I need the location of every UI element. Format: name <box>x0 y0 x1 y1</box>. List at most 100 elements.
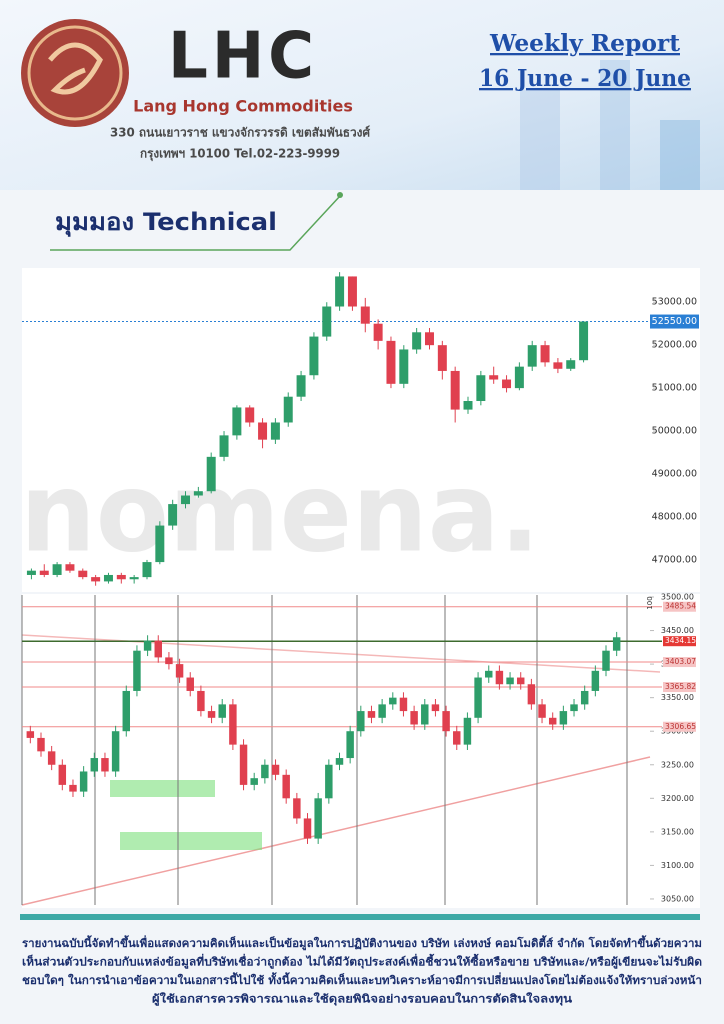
candle-body <box>250 778 258 785</box>
level-label: 3403.07 <box>665 657 696 666</box>
section-title: มุมมอง Technical <box>55 208 277 238</box>
candle-body <box>412 332 422 350</box>
chart-panel <box>22 594 700 908</box>
candle-body <box>101 758 109 772</box>
disclaimer: รายงานฉบับนี้จัดทำขึ้นเพื่อแสดงความคิดเห… <box>22 935 702 1007</box>
candle-body <box>26 731 35 738</box>
candle-body <box>142 562 152 578</box>
y-tick-label: 48000.00 <box>652 511 697 522</box>
report-title: Weekly Report <box>489 30 680 57</box>
candle-body <box>270 422 280 440</box>
candle-body <box>129 577 139 580</box>
candle-body <box>91 577 101 582</box>
level-label: 3306.65 <box>665 722 696 731</box>
level-label: 3434.15 <box>665 636 696 645</box>
level-tag <box>663 682 696 693</box>
candle-body <box>26 570 36 575</box>
y-tick-label: 3250.00 <box>661 760 694 769</box>
candle-body <box>540 345 550 363</box>
candle-body <box>570 704 578 712</box>
candle-body <box>232 407 242 436</box>
logo-dragon <box>48 42 103 95</box>
candle-body <box>474 677 482 718</box>
candle-body <box>476 375 486 402</box>
title-swoosh <box>50 195 341 251</box>
candle-body <box>389 697 397 705</box>
y-tick-label: 47000.00 <box>652 554 697 565</box>
candle-body <box>314 798 322 839</box>
candle-body <box>186 677 194 691</box>
y-tick-label: 3450.00 <box>661 626 694 635</box>
candle-body <box>485 670 493 678</box>
candle-body <box>367 711 376 718</box>
candle-body <box>122 690 131 732</box>
zone <box>120 832 262 850</box>
level-label: 3485.54 <box>665 602 696 611</box>
candle-body <box>378 704 386 718</box>
candle-body <box>111 731 120 772</box>
candle-body <box>437 345 447 371</box>
candle-body <box>506 677 514 685</box>
candle-body <box>357 711 365 732</box>
logo-ring <box>27 25 123 121</box>
candle-body <box>360 306 370 324</box>
disclaimer-line: รายงานฉบับนี้จัดทำขึ้นเพื่อแสดงความคิดเห… <box>22 935 702 951</box>
candle-body <box>116 574 126 580</box>
candle-body <box>79 771 88 792</box>
scale-label: 100 <box>646 596 654 609</box>
candle-body <box>527 684 536 705</box>
candle-body <box>322 306 332 337</box>
y-tick-label: 3150.00 <box>661 827 694 836</box>
candle-body <box>566 360 576 369</box>
candle-body <box>282 774 290 799</box>
y-tick-label: 3350.00 <box>661 693 694 702</box>
candle-body <box>58 764 67 785</box>
candle-body <box>495 670 504 685</box>
candle-body <box>591 670 600 691</box>
candle-body <box>143 640 152 651</box>
candle-body <box>103 574 113 582</box>
candle-body <box>347 276 357 307</box>
candle-body <box>450 370 460 410</box>
candle-body <box>538 704 546 718</box>
y-tick-label: 50000.00 <box>652 426 697 437</box>
candle-body <box>219 435 229 457</box>
candle-body <box>261 764 269 779</box>
candle-body <box>133 650 141 691</box>
candle-body <box>283 396 293 423</box>
candle-body <box>463 717 472 745</box>
level-tag <box>663 601 696 612</box>
candle-body <box>168 504 178 526</box>
watermark: nomena. <box>20 448 540 576</box>
candle-body <box>548 717 557 725</box>
zone <box>110 780 215 797</box>
logo-text: LHC <box>168 20 318 94</box>
candle-body <box>527 345 537 367</box>
candle-body <box>453 731 461 745</box>
candle-body <box>293 798 301 819</box>
candle-body <box>155 525 165 563</box>
price-tag <box>650 314 699 329</box>
candle-body <box>602 650 610 671</box>
candle-body <box>580 690 589 705</box>
candle-body <box>346 731 354 759</box>
candle-body <box>218 704 226 718</box>
disclaimer-line: ชอบใดๆ ในการนำเอาข้อความในเอกสารนี้ไปใช้… <box>22 972 702 987</box>
candle-body <box>612 637 621 651</box>
candle-body <box>197 690 205 712</box>
y-tick-label: 3500.00 <box>661 593 694 602</box>
disclaimer-line: เห็นส่วนตัวประกอบกับแหล่งข้อมูลที่บริษัท… <box>22 954 702 970</box>
candle-body <box>553 362 563 369</box>
report-dates: 16 June - 20 June <box>479 65 691 92</box>
candle-body <box>78 570 88 578</box>
top-chart: nomena. 47000.00 48000.00 49000.00 50000.00 5… <box>20 272 699 586</box>
company-name: Lang Hong Commodities <box>133 97 353 116</box>
y-tick-label: 3200.00 <box>661 794 694 803</box>
candle-body <box>181 495 191 505</box>
candle-body <box>175 664 184 678</box>
candle-body <box>559 711 568 725</box>
level-tag <box>663 636 696 647</box>
candle-body <box>69 784 77 792</box>
